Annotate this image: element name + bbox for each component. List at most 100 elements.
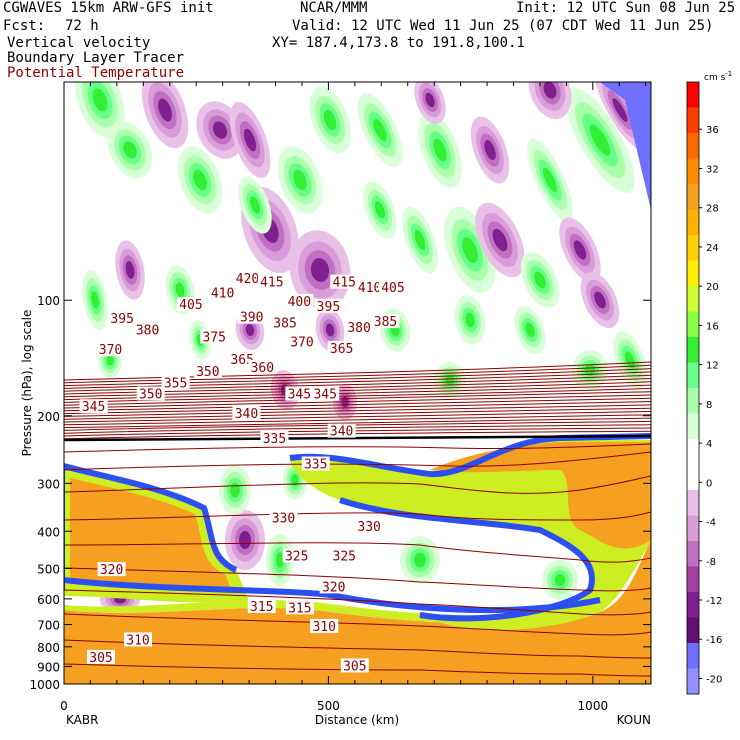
- theta-label-text: 355: [164, 377, 187, 392]
- theta-label: 400: [285, 293, 314, 310]
- colorbar-swatch: [687, 413, 699, 440]
- theta-label-text: 380: [136, 324, 159, 339]
- colorbar-label: 20: [706, 282, 719, 293]
- theta-label: 315: [247, 598, 276, 615]
- colorbar-label: 36: [706, 125, 719, 136]
- theta-label-text: 335: [263, 432, 286, 447]
- theta-label-text: 375: [202, 330, 225, 345]
- theta-label: 410: [208, 285, 237, 301]
- theta-label: 305: [87, 649, 116, 666]
- colorbar-label: -8: [706, 557, 716, 568]
- theta-contour: [64, 542, 651, 563]
- theta-label-text: 310: [126, 633, 149, 648]
- colorbar-swatch: [687, 107, 699, 134]
- forecast-hour: 72 h: [65, 18, 99, 34]
- theta-label: 320: [97, 562, 126, 578]
- theta-label: 360: [248, 359, 277, 376]
- elevated-plume-bottom: [339, 497, 595, 622]
- theta-label: 330: [355, 519, 384, 535]
- velocity-cell: [454, 295, 486, 345]
- colorbar-label: 24: [706, 243, 719, 254]
- theta-label-text: 395: [110, 312, 133, 327]
- theta-label-text: 340: [235, 407, 258, 422]
- colorbar-label: 8: [706, 400, 712, 411]
- theta-label: 330: [269, 510, 298, 526]
- theta-label-text: 325: [285, 549, 308, 564]
- theta-contour: [64, 451, 651, 471]
- theta-label: 310: [124, 632, 153, 648]
- theta-label: 375: [200, 329, 229, 345]
- plot-field: [64, 82, 651, 684]
- velocity-cell: [238, 176, 272, 234]
- theta-label: 325: [282, 548, 311, 564]
- colorbar-label: -20: [706, 674, 722, 685]
- theta-label: 345: [311, 386, 340, 402]
- elevated-plume-core: [430, 442, 651, 549]
- theta-contour: [64, 371, 651, 389]
- theta-label: 385: [371, 314, 400, 330]
- strong-updraft-edge: [600, 82, 651, 210]
- elevated-layer-left-edge: [64, 463, 249, 603]
- theta-label-text: 320: [100, 563, 123, 578]
- field-vertical-velocity: Vertical velocity: [7, 35, 151, 51]
- theta-label-text: 315: [288, 601, 311, 616]
- theta-label-text: 370: [99, 343, 122, 358]
- theta-label: 410: [355, 280, 384, 296]
- theta-label-text: 350: [196, 365, 219, 380]
- colorbar-label: -12: [706, 596, 722, 607]
- velocity-cell: [357, 93, 403, 167]
- init-time: Init: 12 UTC Sun 08 Jun 25: [516, 0, 736, 16]
- center-label: NCAR/MMM: [300, 0, 368, 16]
- theta-label: 345: [79, 399, 108, 415]
- theta-contour: [64, 589, 651, 616]
- theta-contour: [64, 424, 651, 434]
- velocity-cell: [82, 270, 108, 330]
- theta-label: 315: [285, 600, 314, 616]
- theta-label: 335: [301, 456, 330, 473]
- x-tick-label: 500: [317, 699, 340, 713]
- velocity-cell: [613, 331, 647, 389]
- velocity-cell: [559, 217, 601, 283]
- velocity-cell: [115, 240, 145, 300]
- theta-label-text: 335: [304, 458, 327, 473]
- colorbar-swatch: [687, 362, 699, 389]
- y-tick-label: 200: [37, 410, 60, 424]
- colorbar-swatch: [687, 286, 699, 312]
- colorbar-label: 0: [706, 478, 712, 489]
- colorbar-swatch: [687, 337, 699, 363]
- theta-contour: [64, 420, 651, 431]
- theta-label-text: 410: [211, 286, 234, 301]
- model-title: CGWAVES 15km ARW-GFS init: [3, 0, 214, 16]
- tropopause-line: [64, 434, 651, 442]
- theta-contour: [64, 427, 651, 437]
- theta-contour: [64, 639, 651, 659]
- theta-label: 305: [340, 658, 369, 674]
- velocity-cell: [400, 536, 440, 584]
- colorbar-swatch: [687, 158, 699, 185]
- velocity-cell: [225, 510, 265, 570]
- velocity-cell: [363, 181, 397, 239]
- theta-label-text: 345: [313, 387, 336, 402]
- y-tick-label: 1000: [29, 678, 60, 692]
- velocity-cell: [141, 82, 189, 149]
- y-tick-label: 800: [37, 641, 60, 655]
- velocity-cell: [402, 206, 438, 274]
- theta-label: 335: [260, 431, 289, 447]
- colorbar-swatch: [687, 260, 699, 287]
- velocity-cell: [520, 251, 560, 309]
- colorbar-label: 32: [706, 164, 719, 175]
- colorbar-swatch: [687, 515, 699, 542]
- theta-label-text: 305: [343, 659, 366, 674]
- velocity-cell: [580, 271, 620, 329]
- theta-label-text: 345: [288, 387, 311, 402]
- colorbar-swatch: [687, 566, 699, 593]
- theta-label: 350: [193, 364, 222, 380]
- colorbar-swatch: [687, 617, 699, 644]
- theta-label-text: 315: [250, 600, 273, 615]
- colorbar-swatch: [687, 439, 699, 465]
- theta-label: 420: [233, 270, 262, 287]
- velocity-cell: [277, 146, 323, 214]
- theta-label-text: 325: [333, 549, 356, 564]
- theta-label: 390: [237, 309, 266, 326]
